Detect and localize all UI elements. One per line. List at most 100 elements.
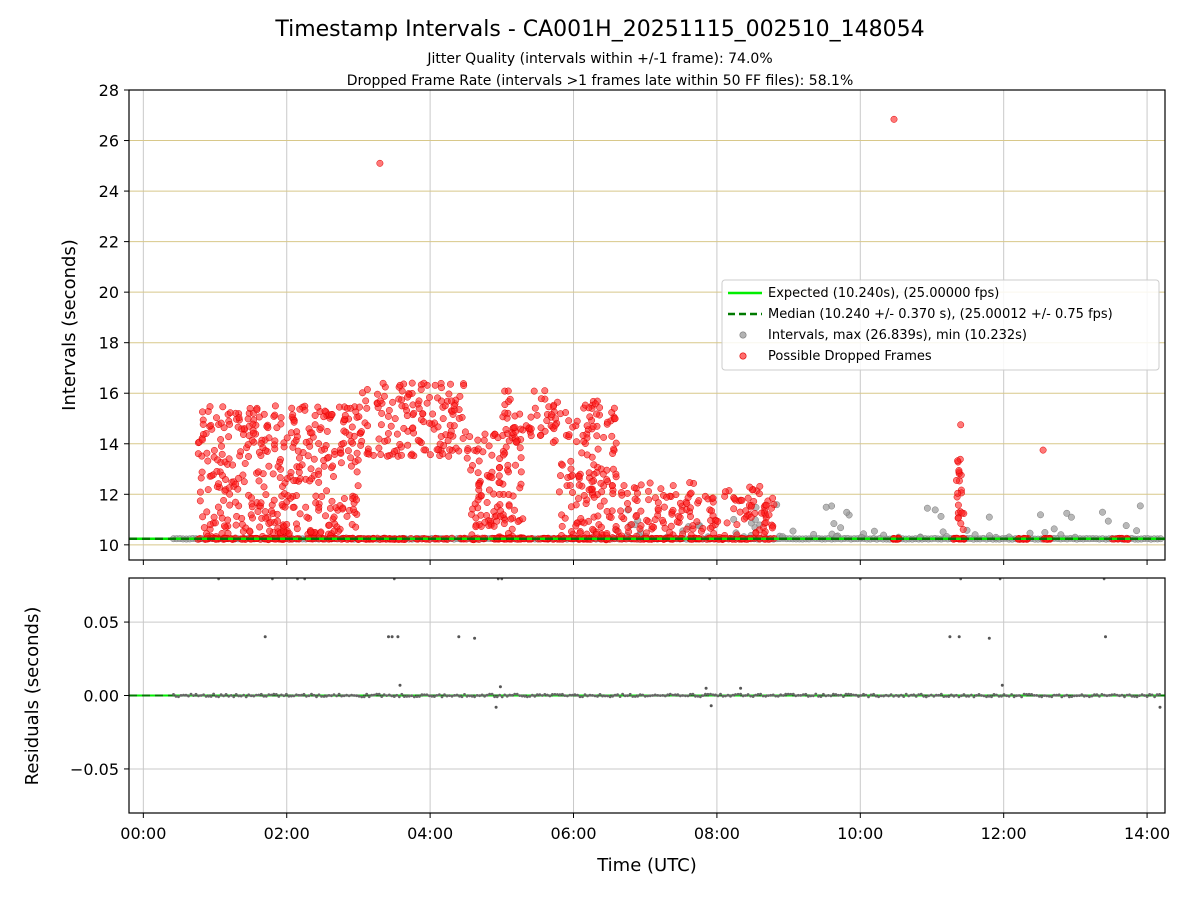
dropped-frame-point-528: [398, 396, 406, 404]
dropped-frame-point-874: [527, 413, 535, 421]
residual-point-183: [631, 695, 635, 698]
residual-point-60: [322, 695, 326, 698]
residual-point-182: [628, 692, 632, 696]
residual-point-15: [209, 695, 213, 698]
residual-point-22: [227, 694, 231, 698]
dropped-frame-point-296: [253, 406, 261, 414]
residual-point-161: [576, 693, 579, 697]
legend: Expected (10.240s), (25.00000 fps) Media…: [721, 279, 1160, 371]
dropped-frame-point-380: [210, 513, 218, 521]
residual-point-224: [734, 693, 737, 696]
dropped-frame-point-1149: [756, 482, 764, 490]
residual-point-384: [1135, 695, 1139, 699]
dropped-frame-point-378: [341, 411, 349, 419]
residual-point-386: [1140, 693, 1144, 697]
dropped-frame-point-524: [364, 422, 372, 430]
residual-point-314: [960, 694, 963, 698]
dropped-frame-point-890: [505, 437, 513, 445]
dropped-frame-point-187: [314, 403, 322, 411]
dropped-frame-point-907: [551, 421, 559, 429]
dropped-frame-point-708: [480, 436, 488, 444]
interval-point-330: [810, 530, 818, 538]
residual-point-320: [975, 694, 978, 697]
residual-point-305: [937, 693, 941, 697]
dropped-frame-point-1251: [723, 519, 731, 527]
notable-point-4: [408, 379, 416, 387]
dropped-frame-point-101: [283, 434, 291, 442]
dropped-frame-point-258: [232, 521, 240, 529]
dropped-frame-point-600: [391, 447, 398, 455]
dropped-frame-point-906: [511, 424, 519, 431]
residual-point-95: [410, 694, 414, 698]
residual-point-255: [811, 694, 815, 698]
residual-point-230: [749, 694, 752, 698]
legend-label-median: Median (10.240 +/- 0.370 s), (25.00012 +…: [768, 307, 1113, 322]
dropped-frame-point-706: [466, 433, 474, 441]
residual-point-197: [666, 693, 670, 697]
residual-point-354: [1060, 695, 1064, 699]
dropped-frame-point-804: [469, 505, 477, 513]
dropped-frame-point-532: [355, 413, 363, 421]
residual-point-5: [184, 693, 188, 697]
residual-point-134: [508, 693, 512, 697]
dropped-frame-point-330: [293, 525, 301, 533]
dropped-frame-point-1002: [612, 470, 620, 478]
intervals-ytick-label-5: 20: [99, 283, 119, 302]
dropped-frame-point-873: [537, 395, 545, 403]
dropped-frame-point-630: [396, 381, 404, 389]
residual-point-277: [867, 695, 870, 699]
residual-point-106: [438, 693, 441, 697]
residual-point-359: [1072, 694, 1076, 698]
residual-point-336: [1015, 694, 1018, 698]
residual-point-248: [794, 694, 798, 698]
residual-point-111: [450, 694, 454, 698]
dropped-frame-point-551: [377, 451, 385, 458]
dropped-frame-point-325: [277, 414, 285, 422]
residual-point-292: [904, 692, 908, 696]
residual-point-343: [1032, 694, 1036, 697]
residual-point-211: [701, 694, 705, 697]
dropped-frame-point-904: [501, 409, 509, 417]
dropped-frame-point-1088: [593, 410, 600, 418]
dropped-frame-point-1210: [687, 489, 695, 497]
residual-point-92: [402, 695, 406, 698]
residual-point-9: [194, 692, 198, 696]
residual-point-85: [385, 694, 389, 697]
residual-point-82: [377, 692, 381, 696]
dropped-frame-point-621: [460, 382, 468, 389]
residual-point-26: [237, 694, 241, 698]
residual-point-235: [761, 694, 765, 698]
residual-point-45: [285, 692, 288, 696]
residual-point-282: [879, 694, 883, 698]
residual-point-201: [676, 693, 680, 697]
dropped-frame-point-610: [384, 436, 392, 444]
x-tick-label-1: 02:00: [264, 824, 310, 843]
dropped-frame-point-1216: [646, 479, 654, 487]
residual-point-84: [382, 693, 386, 696]
dropped-frame-point-287: [320, 456, 328, 464]
dropped-frame-point-279: [267, 519, 275, 526]
dropped-frame-point-1039: [603, 476, 611, 484]
dropped-frame-point-811: [519, 515, 527, 523]
residual-point-308: [944, 694, 948, 698]
residual-point-231: [751, 695, 755, 698]
dropped-frame-point-1009: [583, 451, 591, 459]
residual-point-252: [804, 692, 808, 696]
dropped-frame-point-896: [543, 417, 551, 425]
intervals-ytick-label-1: 12: [99, 485, 119, 504]
dropped-frame-point-301: [343, 404, 351, 412]
interval-point-343: [931, 506, 939, 514]
dropped-frame-point-627: [434, 394, 441, 402]
dropped-frame-point-152: [323, 487, 331, 495]
dropped-frame-point-217: [320, 413, 328, 421]
dropped-frame-point-541: [445, 452, 453, 460]
notable-point-2: [957, 421, 965, 429]
dropped-frame-point-819: [481, 518, 489, 526]
dropped-frame-point-639: [455, 414, 463, 422]
interval-point-312: [1050, 525, 1058, 533]
dropped-frame-point-1467: [954, 457, 962, 465]
dropped-frame-point-616: [433, 446, 441, 454]
residual-point-220: [724, 694, 727, 698]
interval-point-359: [1037, 511, 1044, 519]
